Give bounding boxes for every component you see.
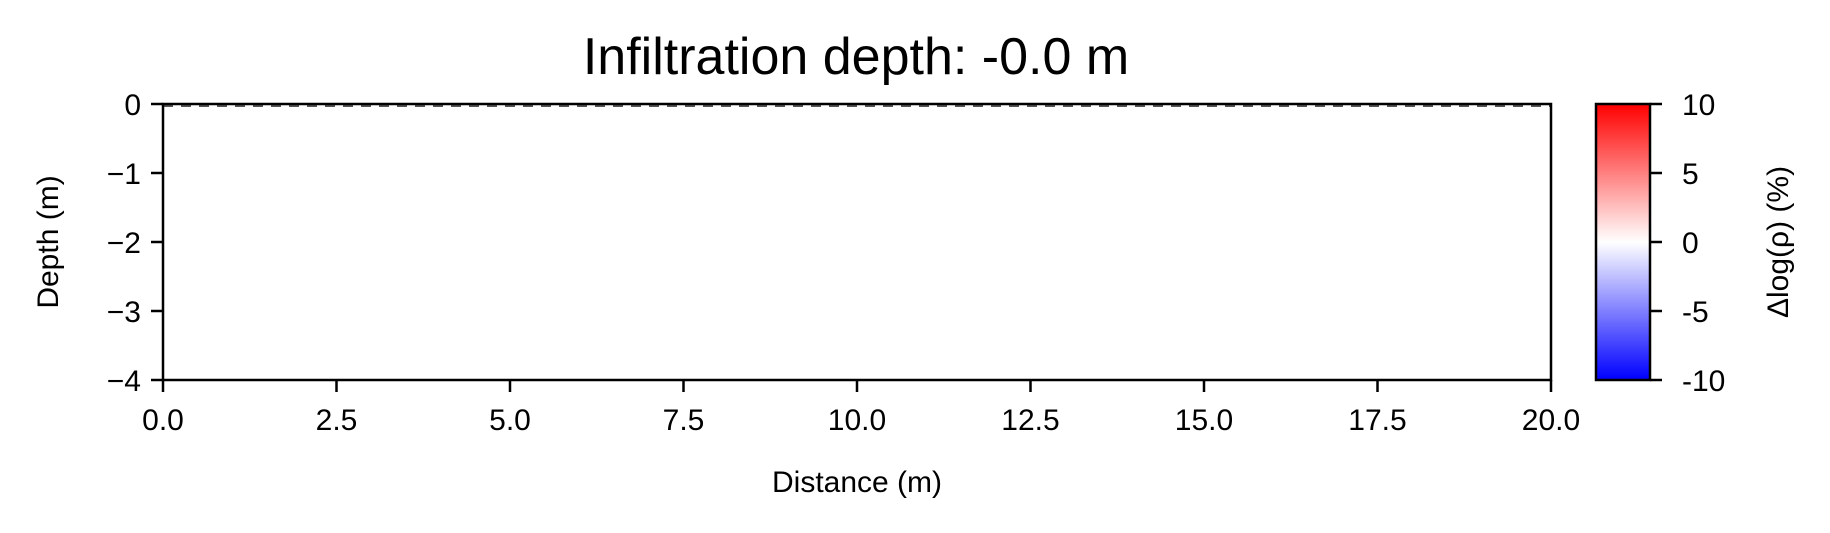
y-tick-label: −4 [107, 365, 141, 398]
chart-title: Infiltration depth: -0.0 m [583, 28, 1129, 86]
y-tick-label: 0 [124, 89, 141, 122]
x-tick-label: 0.0 [142, 404, 184, 437]
x-tick-label: 20.0 [1522, 404, 1580, 437]
y-tick-label: −1 [107, 158, 141, 191]
colorbar-axis: 10 5 0 -5 -10 [1650, 89, 1725, 398]
colorbar-tick-label: 10 [1682, 89, 1715, 122]
y-axis: 0 −1 −2 −3 −4 [107, 89, 163, 398]
x-tick-label: 5.0 [489, 404, 531, 437]
colorbar-tick-label: 0 [1682, 227, 1699, 260]
x-tick-label: 2.5 [316, 404, 358, 437]
x-tick-label: 15.0 [1175, 404, 1233, 437]
x-tick-label: 17.5 [1348, 404, 1406, 437]
colorbar [1596, 104, 1650, 380]
x-axis: 0.0 2.5 5.0 7.5 10.0 12.5 15.0 17.5 20.0 [142, 380, 1580, 437]
colorbar-tick-label: -5 [1682, 296, 1709, 329]
x-tick-label: 7.5 [663, 404, 705, 437]
colorbar-tick-label: -10 [1682, 365, 1725, 398]
y-axis-label: Depth (m) [32, 175, 65, 308]
colorbar-tick-label: 5 [1682, 158, 1699, 191]
x-axis-label: Distance (m) [772, 466, 942, 499]
x-tick-label: 12.5 [1001, 404, 1059, 437]
heatmap-field [163, 104, 1551, 380]
x-tick-label: 10.0 [828, 404, 886, 437]
y-tick-label: −2 [107, 227, 141, 260]
colorbar-label: Δlog(ρ) (%) [1762, 166, 1795, 318]
y-tick-label: −3 [107, 296, 141, 329]
